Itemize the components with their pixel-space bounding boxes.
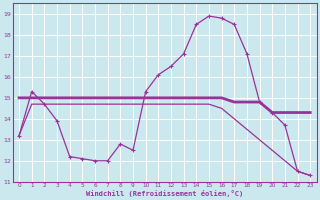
X-axis label: Windchill (Refroidissement éolien,°C): Windchill (Refroidissement éolien,°C) xyxy=(86,190,243,197)
